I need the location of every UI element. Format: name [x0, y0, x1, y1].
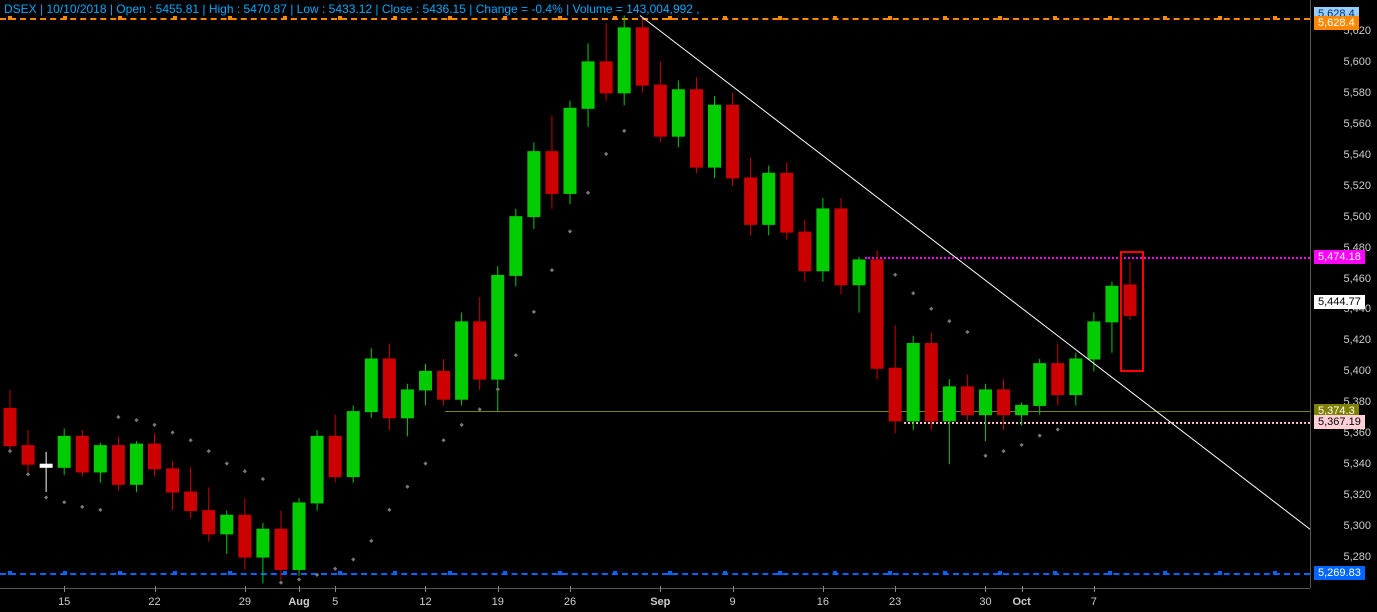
downtrend-line [640, 15, 1310, 529]
price-axis-label: 5,444.77 [1314, 295, 1365, 309]
x-axis-tick: 15 [58, 596, 70, 608]
y-axis-tick: 5,280 [1343, 551, 1371, 563]
y-axis-tick: 5,300 [1343, 520, 1371, 532]
price-axis-label: 5,269.83 [1314, 566, 1365, 580]
x-axis-tick: 26 [564, 596, 576, 608]
y-axis-tick: 5,520 [1343, 180, 1371, 192]
x-axis-tick: 23 [889, 596, 901, 608]
y-axis-tick: 5,580 [1343, 87, 1371, 99]
x-axis-tick: 22 [148, 596, 160, 608]
highlighted-candle-box [1120, 251, 1144, 373]
x-axis-tick: 12 [419, 596, 431, 608]
x-axis-tick: Oct [1012, 596, 1030, 608]
y-axis-tick: 5,600 [1343, 56, 1371, 68]
price-axis-label: 5,628.4 [1314, 16, 1359, 30]
x-axis-tick: 9 [730, 596, 736, 608]
x-axis-tick: 19 [492, 596, 504, 608]
y-axis-tick: 5,460 [1343, 273, 1371, 285]
price-axis-label: 5,474.18 [1314, 250, 1365, 264]
x-axis-tick: 5 [332, 596, 338, 608]
x-axis-tick: Aug [288, 596, 309, 608]
y-axis-tick: 5,400 [1343, 365, 1371, 377]
x-axis-tick: 7 [1091, 596, 1097, 608]
candlestick-plot [0, 0, 1310, 588]
x-axis-tick: Sep [650, 596, 670, 608]
x-axis-tick: 16 [817, 596, 829, 608]
price-axis-label: 5,367.19 [1314, 415, 1365, 429]
y-axis-tick: 5,560 [1343, 118, 1371, 130]
y-axis-tick: 5,420 [1343, 334, 1371, 346]
chart-header-info: DSEX | 10/10/2018 | Open : 5455.81 | Hig… [4, 2, 700, 16]
y-axis-tick: 5,320 [1343, 489, 1371, 501]
y-axis-tick: 5,540 [1343, 149, 1371, 161]
chart-container: DSEX | 10/10/2018 | Open : 5455.81 | Hig… [0, 0, 1377, 612]
y-axis-tick: 5,340 [1343, 458, 1371, 470]
y-axis-tick: 5,500 [1343, 211, 1371, 223]
x-axis-tick: 29 [239, 596, 251, 608]
x-axis-tick: 30 [979, 596, 991, 608]
chart-plot-area[interactable]: 5,2805,3005,3205,3405,3605,3805,4005,420… [0, 0, 1377, 612]
